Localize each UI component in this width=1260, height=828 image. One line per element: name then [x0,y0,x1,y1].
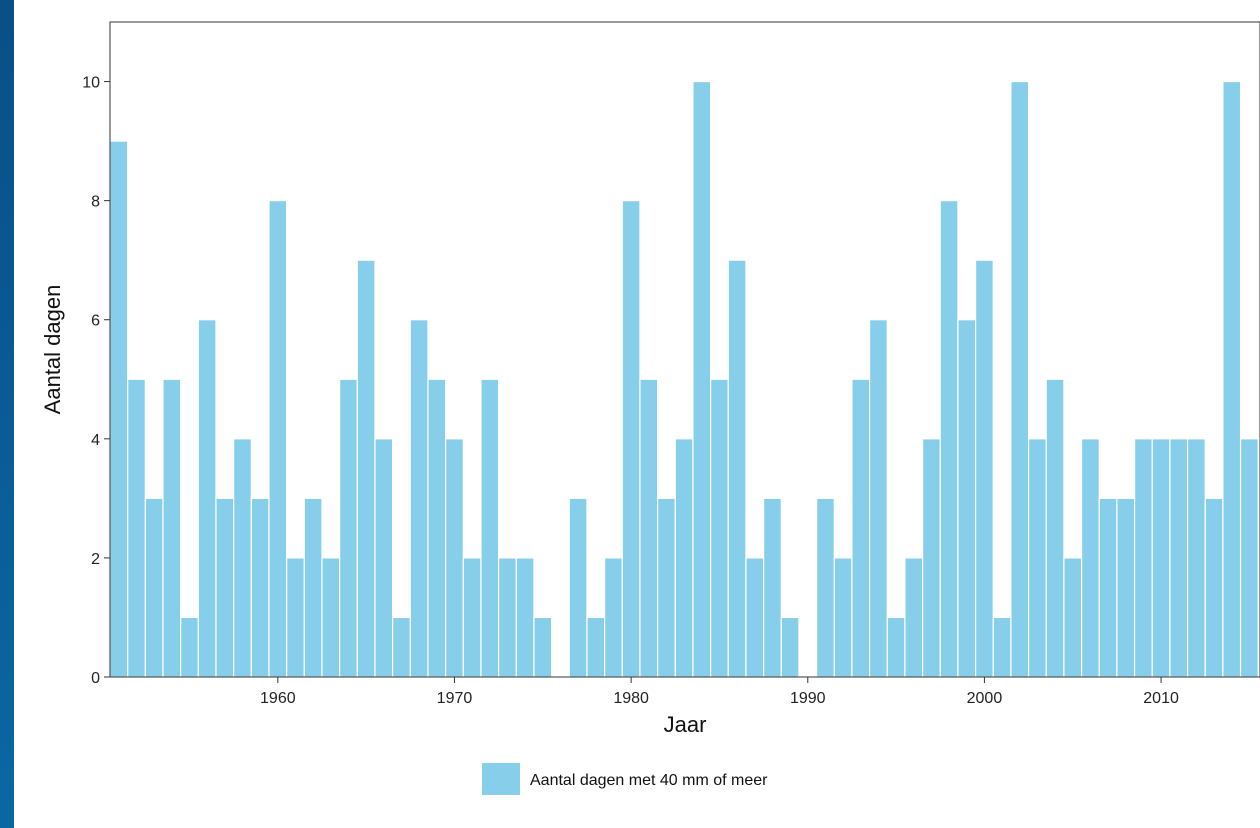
bar-1999 [958,320,976,677]
bar-1962 [304,498,322,677]
bar-1988 [764,498,782,677]
bar-1952 [128,379,146,677]
bar-1981 [640,379,658,677]
bar-2012 [1188,439,1206,677]
bar-2013 [1205,498,1223,677]
bar-1980 [622,201,640,677]
bar-1972 [481,379,499,677]
bar-1991 [817,498,835,677]
bar-1996 [905,558,923,677]
x-tick-label: 1980 [613,690,649,707]
bar-1960 [269,201,287,677]
bar-1994 [870,320,888,677]
bar-1968 [410,320,428,677]
x-tick-label: 2010 [1143,690,1179,707]
bar-1958 [234,439,252,677]
legend-swatch [482,763,520,795]
bar-1963 [322,558,340,677]
bar-1985 [711,379,729,677]
bar-1982 [658,498,676,677]
bar-2007 [1099,498,1117,677]
bar-1969 [428,379,446,677]
bar-2006 [1082,439,1100,677]
bar-1959 [251,498,269,677]
bar-chart: 0 2 4 6 8 10 1960 1970 1980 1990 2000 2010 Jaar Aa… [14,0,1260,828]
bar-1955 [181,617,199,677]
y-tick-label: 2 [91,551,100,568]
x-axis: 1960 1970 1980 1990 2000 2010 [260,677,1179,707]
bar-2004 [1046,379,1064,677]
bar-1971 [463,558,481,677]
bar-1987 [746,558,764,677]
bar-2010 [1152,439,1170,677]
bar-1967 [393,617,411,677]
x-axis-title: Jaar [664,712,707,737]
bar-1956 [198,320,216,677]
bars-group [110,82,1258,677]
bar-1965 [357,260,375,677]
bar-1974 [516,558,534,677]
bar-2000 [976,260,994,677]
bar-1966 [375,439,393,677]
bar-1993 [852,379,870,677]
bar-1979 [605,558,623,677]
bar-1951 [110,141,128,677]
bar-2015 [1241,439,1259,677]
bar-1957 [216,498,234,677]
bar-1984 [693,82,711,677]
bar-2001 [993,617,1011,677]
chart-panel: 0 2 4 6 8 10 1960 1970 1980 1990 2000 2010 Jaar Aa… [14,0,1260,828]
bar-1998 [940,201,958,677]
bar-1983 [675,439,693,677]
bar-1973 [499,558,517,677]
x-tick-label: 1990 [790,690,826,707]
bar-2008 [1117,498,1135,677]
y-tick-label: 4 [91,432,100,449]
bar-1964 [340,379,358,677]
bar-1961 [287,558,305,677]
y-tick-label: 0 [91,670,100,687]
bar-2009 [1135,439,1153,677]
bar-1970 [446,439,464,677]
x-tick-label: 1960 [260,690,296,707]
y-tick-label: 10 [82,75,100,92]
bar-2011 [1170,439,1188,677]
bar-1992 [834,558,852,677]
bar-2003 [1029,439,1047,677]
bar-1986 [728,260,746,677]
y-axis-title: Aantal dagen [40,285,65,415]
y-axis: 0 2 4 6 8 10 [82,75,110,687]
bar-1995 [887,617,905,677]
bar-2002 [1011,82,1029,677]
bar-1953 [145,498,163,677]
bar-1997 [923,439,941,677]
bar-1975 [534,617,552,677]
bar-1989 [781,617,799,677]
x-tick-label: 1970 [437,690,473,707]
x-tick-label: 2000 [967,690,1003,707]
bar-1977 [569,498,587,677]
legend: Aantal dagen met 40 mm of meer [482,763,768,795]
legend-label: Aantal dagen met 40 mm of meer [530,772,768,789]
bar-1978 [587,617,605,677]
y-tick-label: 6 [91,313,100,330]
y-tick-label: 8 [91,194,100,211]
bar-1954 [163,379,181,677]
bar-2014 [1223,82,1241,677]
bar-2005 [1064,558,1082,677]
